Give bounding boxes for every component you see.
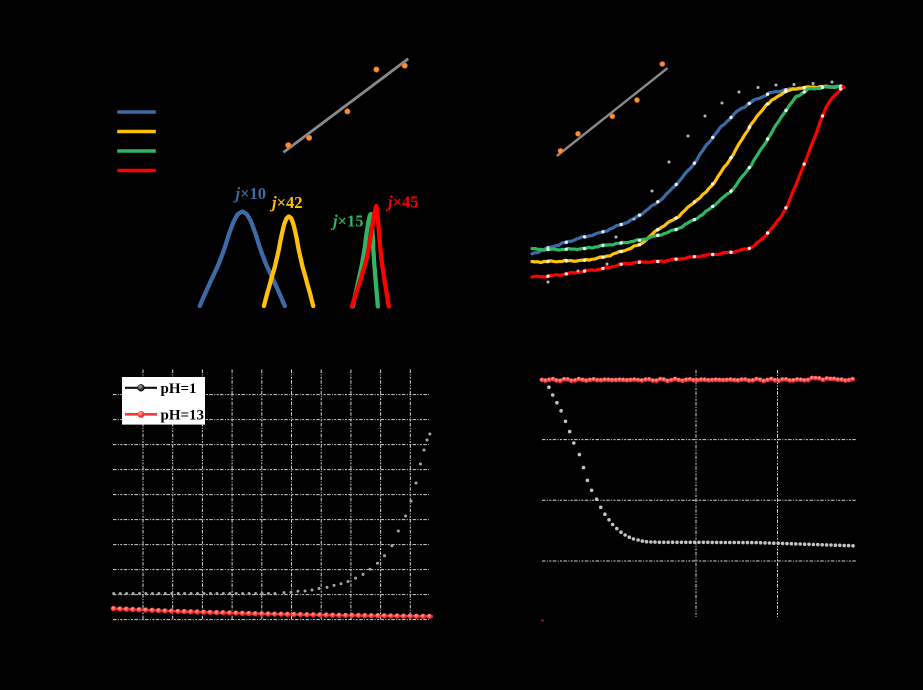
svg-text:j×45: j×45 [385,193,419,212]
svg-text:pH=1: pH=1 [161,381,197,397]
svg-text:pH=13: pH=13 [161,408,205,424]
svg-text:j×15: j×15 [330,211,364,230]
svg-text:j×42: j×42 [269,193,303,212]
svg-text:j×10: j×10 [233,184,267,203]
